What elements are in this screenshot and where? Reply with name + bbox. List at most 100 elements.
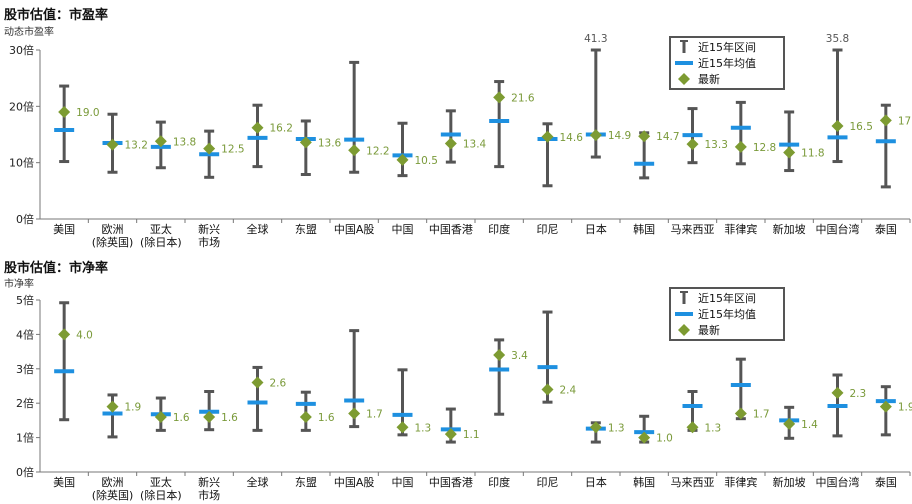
latest-value-label: 1.1 (463, 429, 480, 441)
latest-marker (734, 407, 747, 420)
latest-marker (638, 130, 651, 143)
latest-value-label: 11.8 (801, 148, 824, 160)
latest-marker (783, 417, 796, 430)
latest-marker (154, 410, 167, 423)
category-label: 中国 (392, 476, 414, 489)
y-tick-label: 10倍 (9, 156, 34, 170)
latest-marker (444, 137, 457, 150)
latest-marker (299, 136, 312, 149)
latest-value-label: 1.3 (415, 422, 432, 434)
latest-marker (396, 421, 409, 434)
chart-subtitle-pe: 动态市盈率 (4, 27, 54, 38)
clipped-max-label: 35.8 (826, 33, 849, 45)
latest-value-label: 14.9 (608, 130, 631, 142)
category-label: (除英国) (92, 235, 134, 249)
category-label: (除日本) (140, 235, 182, 249)
latest-marker (783, 146, 796, 159)
latest-value-label: 2.4 (560, 384, 577, 396)
latest-value-label: 14.6 (560, 132, 584, 144)
category-label: 美国 (53, 476, 75, 489)
category-label: 美国 (53, 223, 75, 236)
y-tick-label: 5倍 (16, 293, 34, 307)
legend-label-average: 近15年均值 (698, 307, 756, 321)
clipped-max-label: 41.3 (584, 33, 607, 45)
latest-marker (106, 400, 119, 413)
category-label: 中国 (392, 223, 414, 236)
legend-label-range: 近15年区间 (698, 40, 756, 54)
latest-value-label: 1.6 (221, 412, 238, 424)
latest-marker (251, 121, 264, 134)
latest-value-label: 4.0 (76, 329, 93, 341)
latest-value-label: 13.2 (125, 140, 148, 152)
category-label: 泰国 (875, 222, 897, 236)
latest-marker (348, 407, 361, 420)
latest-value-label: 16.2 (270, 123, 293, 135)
legend-label-range: 近15年区间 (698, 291, 756, 305)
latest-value-label: 13.8 (173, 136, 196, 148)
latest-marker (106, 138, 119, 151)
category-label: 中国A股 (334, 223, 375, 236)
latest-marker (493, 91, 506, 104)
latest-marker (493, 349, 506, 362)
category-label: 欧洲 (102, 476, 124, 489)
latest-value-label: 1.7 (753, 409, 770, 421)
latest-marker (831, 120, 844, 133)
latest-value-label: 10.5 (415, 155, 438, 167)
category-label: 中国香港 (429, 476, 473, 489)
category-label: 印尼 (537, 223, 559, 236)
category-label: 韩国 (633, 222, 655, 236)
latest-value-label: 1.3 (608, 422, 625, 434)
chart-title-pe: 股市估值：市盈率 (4, 8, 109, 23)
latest-marker (251, 376, 264, 389)
latest-marker (638, 431, 651, 444)
latest-value-label: 12.2 (366, 145, 389, 157)
latest-marker (879, 400, 892, 413)
latest-marker (541, 383, 554, 396)
category-label: 中国A股 (334, 476, 375, 489)
category-label: 中国台湾 (816, 222, 860, 236)
latest-value-label: 3.4 (511, 350, 528, 362)
latest-marker (58, 105, 71, 118)
category-label: (除英国) (92, 488, 134, 502)
latest-value-label: 19.0 (76, 107, 99, 119)
legend-label-latest: 最新 (698, 72, 720, 86)
latest-value-label: 2.6 (270, 378, 287, 390)
category-label: (除日本) (140, 488, 182, 502)
latest-marker (58, 328, 71, 341)
chart-subtitle-pb: 市净率 (4, 279, 34, 290)
category-label: 中国台湾 (816, 475, 860, 489)
latest-value-label: 13.6 (318, 137, 342, 149)
y-tick-label: 2倍 (16, 396, 34, 410)
latest-value-label: 17.5 (898, 115, 912, 127)
latest-value-label: 14.7 (656, 131, 679, 143)
latest-value-label: 2.3 (850, 388, 867, 400)
category-label: 新加坡 (773, 222, 806, 236)
legend-label-average: 近15年均值 (698, 56, 756, 70)
category-label: 新加坡 (773, 475, 806, 489)
y-tick-label: 3倍 (16, 362, 34, 376)
legend-label-latest: 最新 (698, 323, 720, 337)
category-label: 市场 (198, 235, 220, 249)
latest-marker (589, 129, 602, 142)
category-label: 泰国 (875, 475, 897, 489)
legend-latest-swatch (678, 324, 690, 336)
latest-value-label: 16.5 (850, 121, 873, 133)
category-label: 东盟 (295, 476, 317, 489)
category-label: 印度 (488, 222, 510, 236)
latest-marker (541, 130, 554, 143)
latest-marker (831, 386, 844, 399)
category-label: 日本 (585, 475, 607, 489)
legend-latest-swatch (678, 73, 690, 85)
latest-value-label: 1.3 (705, 422, 722, 434)
latest-marker (686, 138, 699, 151)
y-tick-label: 20倍 (9, 99, 34, 113)
latest-value-label: 1.6 (318, 412, 335, 424)
category-label: 新兴 (198, 222, 220, 236)
latest-marker (734, 140, 747, 153)
category-label: 新兴 (198, 475, 220, 489)
latest-marker (589, 421, 602, 434)
y-tick-label: 30倍 (9, 43, 34, 57)
latest-marker (203, 410, 216, 423)
category-label: 全球 (247, 222, 269, 236)
category-label: 马来西亚 (671, 223, 715, 236)
